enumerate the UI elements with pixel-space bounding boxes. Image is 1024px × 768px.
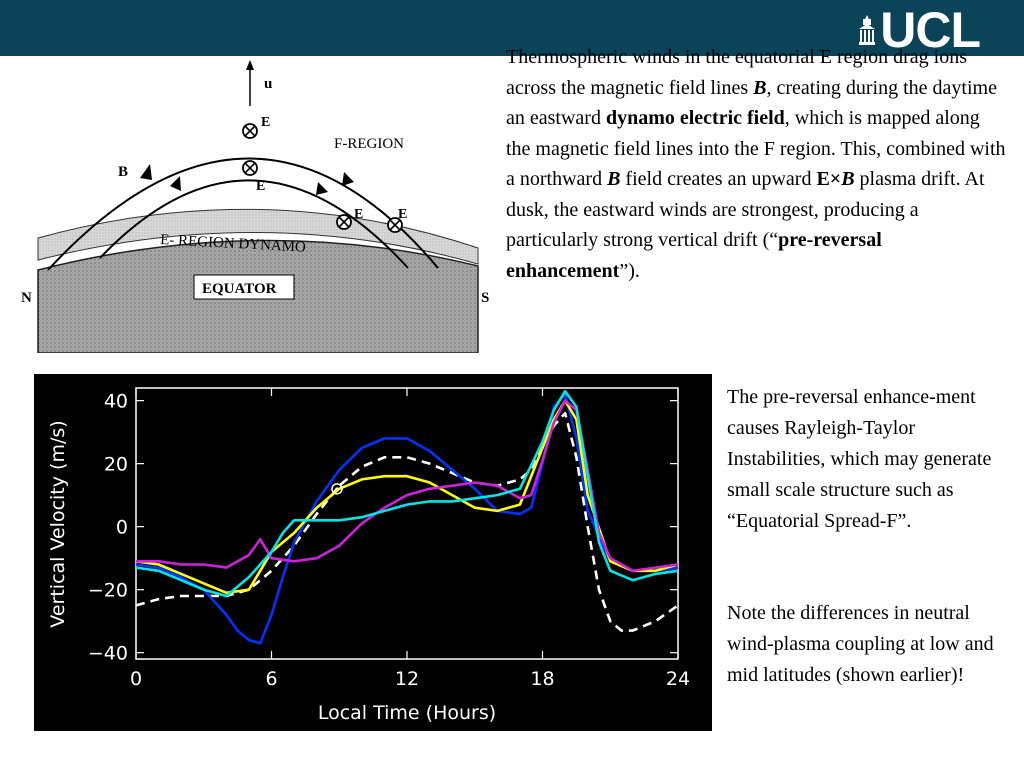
vertical-velocity-chart: 0 6 12 18 24 40 20 0 −20 −40 Local Time (Hours) V… bbox=[34, 374, 712, 731]
y-tick-label: 40 bbox=[104, 391, 128, 413]
ucl-logo-text: UCL bbox=[880, 2, 981, 58]
y-axis-title: Vertical Velocity (m/s) bbox=[47, 420, 69, 627]
inner-field-line bbox=[99, 179, 409, 269]
equator-box bbox=[193, 274, 295, 300]
arrow-b-left bbox=[140, 164, 152, 180]
para1-segment: E× bbox=[816, 168, 842, 190]
y-tick-label: −20 bbox=[88, 580, 128, 602]
para1-segment: dynamo electric field bbox=[605, 107, 785, 129]
series-line-1 bbox=[135, 392, 679, 645]
label-e-mid: E bbox=[256, 179, 265, 194]
outer-field-line bbox=[47, 157, 439, 271]
label-s: S bbox=[481, 290, 489, 306]
cross-symbol-right1 bbox=[336, 214, 352, 230]
text-paragraph-thermospheric-winds: Thermospheric winds in the equatorial E … bbox=[506, 42, 1006, 286]
label-e-right1: E bbox=[354, 207, 363, 222]
portico-icon bbox=[859, 15, 876, 45]
cross-symbol-mid bbox=[242, 160, 258, 176]
arrow-inner-right bbox=[316, 182, 328, 195]
chart-svg: 0 6 12 18 24 40 20 0 −20 −40 Local Time (Hours) V… bbox=[47, 387, 690, 724]
dynamo-diagram: u E E E E F-REGION B E- REGION DYNAMO EQ… bbox=[21, 60, 489, 353]
axis-ticks: 0 6 12 18 24 40 20 0 −20 −40 bbox=[88, 388, 690, 690]
header-bar: UCL bbox=[0, 0, 1024, 56]
x-tick-label: 12 bbox=[395, 668, 419, 690]
text-paragraph-pre-reversal: The pre-reversal enhance-ment causes Ray… bbox=[727, 386, 992, 532]
para1-segment: ”). bbox=[619, 259, 640, 282]
y-tick-label: 20 bbox=[104, 454, 128, 476]
x-tick-label: 6 bbox=[265, 668, 277, 690]
para1-segment: plasma drift. At dusk, the eastward wind… bbox=[506, 168, 985, 251]
para1-segment: , which is mapped along the magnetic fie… bbox=[506, 107, 1006, 190]
para1-segment: Thermospheric winds in the equatorial E … bbox=[506, 46, 967, 99]
label-u: u bbox=[264, 76, 272, 92]
label-equator: EQUATOR bbox=[202, 281, 277, 297]
marker-circle bbox=[331, 483, 343, 495]
series-line-3 bbox=[136, 399, 679, 573]
label-e-top: E bbox=[261, 115, 270, 130]
label-n: N bbox=[21, 290, 32, 306]
para1-segment: pre-reversal enhancement bbox=[506, 229, 882, 282]
label-e-right2: E bbox=[398, 207, 407, 222]
cross-symbol-top bbox=[242, 123, 258, 139]
text-paragraph-note: Note the differences in neutral wind-pla… bbox=[727, 602, 994, 686]
marker-dot bbox=[335, 487, 339, 491]
y-tick-label: 0 bbox=[116, 517, 128, 539]
cross-symbol-right2 bbox=[387, 217, 403, 233]
label-b: B bbox=[118, 164, 128, 180]
series-line-2 bbox=[135, 399, 679, 595]
x-tick-label: 24 bbox=[666, 668, 690, 690]
para1-segment: B bbox=[607, 168, 621, 190]
series-line-4 bbox=[135, 389, 679, 598]
series-layer bbox=[135, 389, 679, 645]
para1-segment: , creating during the daytime an eastwar… bbox=[506, 76, 997, 130]
para1-segment: field creates an upward bbox=[620, 168, 817, 190]
u-arrow-head bbox=[246, 60, 254, 70]
arrow-inner-left bbox=[170, 176, 181, 191]
e-region-layer bbox=[37, 208, 479, 265]
arrow-outer-right bbox=[342, 172, 354, 186]
label-e-region-dynamo: E- REGION DYNAMO bbox=[160, 232, 307, 256]
para1-segment: B bbox=[753, 76, 767, 99]
ucl-logo: UCL bbox=[858, 2, 981, 58]
label-f-region: F-REGION bbox=[334, 136, 404, 152]
y-tick-label: −40 bbox=[88, 643, 128, 665]
x-tick-label: 18 bbox=[530, 668, 554, 690]
x-axis-title: Local Time (Hours) bbox=[318, 702, 496, 724]
para1-segment: B bbox=[841, 168, 855, 190]
x-tick-label: 0 bbox=[130, 668, 142, 690]
